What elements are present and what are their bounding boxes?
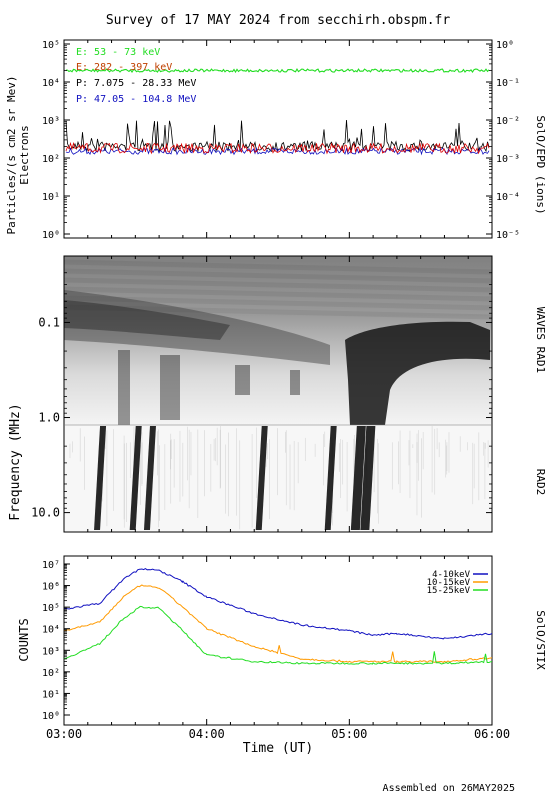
y-tick-label: 10⁰ <box>42 230 60 241</box>
y-tick-label: 10⁻¹ <box>496 78 520 89</box>
stix-series-line <box>63 584 493 664</box>
epd-series-line <box>65 68 490 74</box>
y-tick-label: 10⁻² <box>496 116 520 127</box>
stix-right-label: SolO/STIX <box>534 610 547 670</box>
y-tick-label: 10⁷ <box>42 560 60 571</box>
y-tick-label: 10⁻⁵ <box>496 230 520 241</box>
epd-legend-e2: E: 282 - 397 keV <box>76 62 172 73</box>
epd-right-label: SolO/EPD (ions) <box>534 115 547 214</box>
y-tick-label: 10² <box>42 668 60 679</box>
stix-series-line <box>63 568 493 640</box>
epd-series-line <box>65 146 490 156</box>
rad1-burst <box>290 370 300 395</box>
x-tick-label: 04:00 <box>189 727 225 741</box>
y-tick-label: 0.1 <box>38 315 60 329</box>
epd-x-ticks <box>63 40 493 238</box>
rad1-label: WAVES RAD1 <box>534 307 547 373</box>
rad1-band <box>63 277 493 293</box>
y-tick-label: 10⁻⁴ <box>496 192 520 203</box>
epd-ylabel: Particles/(s cm2 sr Mev) <box>5 76 18 235</box>
footer-assembled: Assembled on 26MAY2025 <box>383 783 515 794</box>
y-tick-label: 10⁵ <box>42 603 60 614</box>
y-tick-label: 10⁵ <box>42 40 60 51</box>
figure-title: Survey of 17 MAY 2024 from secchirh.obsp… <box>106 13 451 28</box>
rad1-burst <box>345 321 490 425</box>
rad1-band <box>63 259 493 275</box>
stix-legend-4-10: 4-10keV <box>432 570 471 580</box>
rad1-band <box>63 304 493 320</box>
y-tick-label: 10² <box>42 154 60 165</box>
x-axis-title: Time (UT) <box>243 741 313 756</box>
rad2-burst <box>324 426 337 530</box>
y-tick-label: 10⁻³ <box>496 154 520 165</box>
rad2-burst <box>350 426 366 530</box>
stix-legend-10-15: 10-15keV <box>427 578 471 588</box>
rad1-burst <box>160 355 180 420</box>
stix-x-ticks: 03:00 04:00 05:00 06:00 <box>46 556 510 741</box>
waves-y-ticks: 0.1 1.0 10.0 <box>31 272 492 520</box>
y-tick-label: 10³ <box>42 116 60 127</box>
stix-frame <box>63 555 493 726</box>
stix-y-ticks: 10⁰ 10¹ 10² 10³ 10⁴ 10⁵ 10⁶ 10⁷ <box>42 560 70 722</box>
stix-legend-15-25: 15-25keV <box>427 586 471 596</box>
stix-ylabel: COUNTS <box>17 618 31 661</box>
epd-series-line <box>65 119 490 153</box>
rad1-dark-region <box>64 290 330 365</box>
rad1-dark-region <box>64 300 230 340</box>
epd-ylabel-electrons: Electrons <box>18 125 31 185</box>
stix-panel: 10⁰ 10¹ 10² 10³ 10⁴ 10⁵ 10⁶ 10⁷ 03:00 04:00 05:00… <box>17 555 547 756</box>
epd-y-ticks: 10⁰ 10¹ 10² 10³ 10⁴ 10⁵ <box>42 40 70 241</box>
y-tick-label: 10³ <box>42 646 60 657</box>
rad1-band <box>63 295 493 311</box>
rad1-burst <box>118 350 130 425</box>
rad2-spectrogram <box>69 426 489 530</box>
y-tick-label: 10⁶ <box>42 582 60 593</box>
y-tick-label: 1.0 <box>38 411 60 425</box>
epd-legend-p1: P: 7.075 - 28.33 MeV <box>76 78 196 89</box>
y-tick-label: 10¹ <box>42 192 60 203</box>
rad1-band <box>63 286 493 302</box>
rad1-band <box>63 268 493 284</box>
rad2-burst <box>360 426 376 530</box>
x-tick-label: 03:00 <box>46 727 82 741</box>
epd-series-line <box>65 141 490 155</box>
epd-legend-p2: P: 47.05 - 104.8 MeV <box>76 94 196 105</box>
y-tick-label: 10⁴ <box>42 625 60 636</box>
rad2-burst <box>94 426 107 530</box>
waves-ylabel: Frequency (MHz) <box>8 403 23 520</box>
rad2-burst <box>129 426 142 530</box>
rad1-spectrogram <box>63 259 493 425</box>
y-tick-label: 10¹ <box>42 689 60 700</box>
waves-panel: 0.1 1.0 10.0 Frequency (MHz) WAVES RAD1 RA… <box>8 255 547 533</box>
rad1-burst <box>235 365 250 395</box>
x-tick-label: 06:00 <box>474 727 510 741</box>
y-tick-label: 10⁰ <box>496 40 514 51</box>
y-tick-label: 10⁰ <box>42 711 60 722</box>
rad2-background <box>64 425 492 532</box>
y-tick-label: 10.0 <box>31 506 60 520</box>
rad2-label: RAD2 <box>534 469 547 496</box>
rad2-burst <box>255 426 268 530</box>
x-tick-label: 05:00 <box>331 727 367 741</box>
waves-x-ticks <box>63 256 493 532</box>
rad2-burst <box>143 426 156 530</box>
epd-y2-ticks: 10⁻⁵ 10⁻⁴ 10⁻³ 10⁻² 10⁻¹ 10⁰ <box>486 40 520 241</box>
stix-series-line <box>63 605 493 665</box>
epd-legend-e1: E: 53 - 73 keV <box>76 47 160 58</box>
y-tick-label: 10⁴ <box>42 78 60 89</box>
